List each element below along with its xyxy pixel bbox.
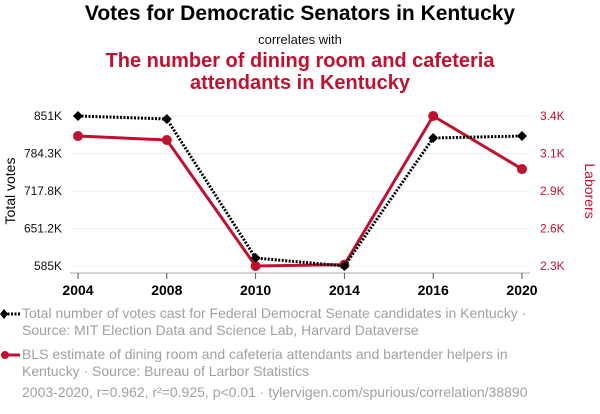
votes-point [339,261,350,271]
series-laborers-line [77,113,523,268]
x-tick-label: 2014 [329,282,360,298]
laborers-point [517,164,527,175]
diamond-dotted-icon [0,309,20,319]
laborers-point [73,131,83,142]
y2-tick-label: 2.9K [540,184,565,198]
chart-svg: 2004 2008 2010 2014 2016 2020 851K 784.3K 717.8… [2,109,598,298]
y-axis-right: 3.4K 3.1K 2.9K 2.6K 2.3K [540,109,565,273]
x-tick-label: 2010 [240,282,271,298]
series-votes-line [77,114,523,268]
x-tick-label: 2008 [151,282,182,298]
circle-line-icon [1,351,20,359]
x-tick-label: 2004 [62,282,93,298]
legend-footer: 2003-2020, r=0.962, r²=0.925, p<0.01 · t… [22,384,528,400]
legend-item-votes: Total number of votes cast for Federal D… [0,305,542,339]
votes-point [428,132,439,143]
y-tick-label: 851K [34,109,62,123]
legend-item-laborers: BLS estimate of dining room and cafeteri… [1,346,542,380]
y-tick-label: 717.8K [24,184,62,198]
x-tick-label: 2020 [506,282,537,298]
chart-subtitle: correlates with [258,32,342,47]
votes-point [161,113,172,124]
y-tick-label: 585K [34,259,62,273]
y2-tick-label: 2.6K [540,222,565,236]
legend-label-laborers: BLS estimate of dining room and cafeteri… [22,346,508,379]
laborers-point [428,111,439,121]
votes-point [73,111,83,121]
y2-tick-label: 3.4K [540,109,565,123]
y2-tick-label: 2.3K [540,259,565,273]
y-tick-label: 651.2K [24,222,62,236]
y2-tick-label: 3.1K [540,147,565,161]
chart-title: Votes for Democratic Senators in Kentuck… [84,2,516,25]
chart-title-2: The number of dining room and cafeteria … [105,50,495,94]
y-axis-label: Total votes [2,158,18,225]
x-axis: 2004 2008 2010 2014 2016 2020 [62,272,538,298]
y-tick-label: 784.3K [24,147,62,161]
votes-point [517,131,527,142]
x-tick-label: 2016 [418,282,449,298]
votes-point [250,252,261,263]
laborers-point [161,135,172,145]
y-axis-left: 851K 784.3K 717.8K 651.2K 585K [24,109,62,273]
legend-label-votes: Total number of votes cast for Federal D… [22,305,527,338]
y2-axis-label: Laborers [582,163,598,218]
laborers-point [250,261,261,271]
series-group [73,111,527,271]
